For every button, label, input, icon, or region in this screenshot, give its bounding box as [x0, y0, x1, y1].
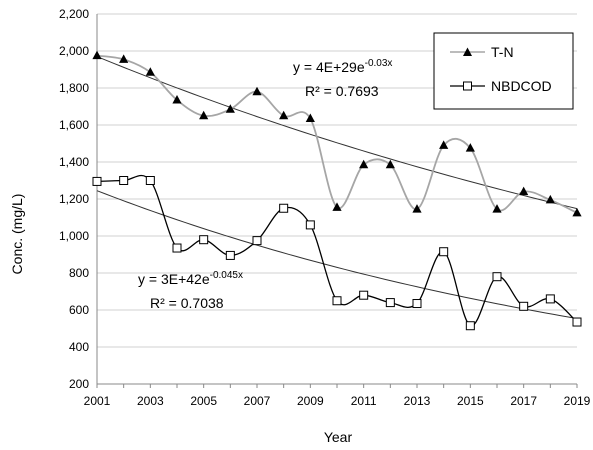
x-tick-label: 2003	[137, 394, 164, 408]
data-point-nbdcod	[199, 235, 209, 245]
x-axis-title: Year	[324, 429, 353, 445]
trendline-tn	[96, 56, 578, 210]
data-point-nbdcod	[252, 236, 262, 246]
data-point-tn	[225, 104, 235, 113]
trendlines	[96, 56, 578, 320]
y-tick-labels: 200 400 600 800 1,000 1,200 1,400 1,600 1,800 2,0…	[59, 7, 89, 391]
tn-trend-equation: y = 4E+29e-0.03x R² = 0.7693	[293, 58, 392, 99]
data-point-tn	[519, 186, 529, 196]
x-tick-label: 2013	[404, 394, 431, 408]
data-point-nbdcod	[279, 203, 289, 213]
data-point-tn	[545, 194, 555, 204]
data-point-nbdcod	[519, 301, 529, 311]
y-tick-label: 2,000	[59, 44, 89, 58]
data-point-tn	[385, 159, 395, 169]
axes	[96, 14, 578, 388]
x-tick-label: 2017	[510, 394, 537, 408]
data-point-nbdcod	[439, 247, 449, 257]
data-point-tn	[412, 204, 422, 213]
x-tick-label: 2011	[351, 394, 377, 408]
y-tick-label: 200	[69, 377, 89, 391]
tn-r-squared: R² = 0.7693	[305, 83, 379, 99]
legend-box	[433, 32, 574, 110]
data-point-nbdcod	[572, 317, 582, 327]
nbdcod-trend-equation: y = 3E+42e-0.045x R² = 0.7038	[138, 270, 243, 311]
data-point-tn	[279, 110, 289, 120]
trendline-nbdcod	[96, 190, 578, 320]
series-tn	[92, 50, 582, 217]
x-tick-label: 2007	[244, 394, 271, 408]
data-point-tn	[119, 54, 129, 63]
data-point-nbdcod	[492, 272, 502, 282]
data-point-nbdcod	[119, 176, 129, 185]
y-tick-label: 1,400	[59, 155, 89, 169]
y-tick-label: 1,600	[59, 118, 89, 132]
data-point-tn	[92, 50, 102, 60]
data-point-nbdcod	[412, 299, 422, 309]
y-tick-label: 800	[69, 266, 89, 280]
x-tick-label: 2005	[190, 394, 217, 408]
data-point-tn	[145, 67, 155, 76]
x-tick-label: 2015	[457, 394, 484, 408]
data-point-nbdcod	[225, 250, 235, 260]
series-group	[92, 50, 582, 331]
data-point-nbdcod	[465, 321, 475, 331]
y-tick-label: 1,000	[59, 229, 89, 243]
data-point-tn	[305, 113, 315, 123]
data-point-nbdcod	[545, 294, 555, 304]
nbdcod-equation: y = 3E+42e-0.045x	[138, 270, 243, 287]
legend-marker-tn	[463, 47, 472, 56]
tn-equation: y = 4E+29e-0.03x	[293, 58, 392, 75]
data-point-nbdcod	[385, 298, 395, 308]
data-point-tn	[492, 204, 502, 213]
legend-marker-nbdcod	[463, 81, 472, 91]
data-point-tn	[332, 202, 342, 211]
legend-label-tn: T-N	[491, 44, 514, 60]
y-tick-label: 2,200	[59, 7, 89, 21]
x-tick-label: 2001	[84, 394, 111, 408]
data-point-tn	[172, 95, 182, 104]
y-axis-title: Conc. (mg/L)	[9, 194, 25, 275]
data-point-nbdcod	[305, 220, 315, 230]
series-nbdcod	[92, 174, 582, 331]
x-tick-labels: 2001 2003 2005 2007 2009 2011 2013 2015 2017 2019	[84, 394, 591, 408]
data-point-nbdcod	[359, 290, 369, 300]
y-tick-label: 1,800	[59, 81, 89, 95]
legend-label-nbdcod: NBDCOD	[491, 78, 552, 94]
data-point-tn	[199, 110, 209, 120]
y-tick-label: 1,200	[59, 192, 89, 206]
data-point-nbdcod	[145, 176, 155, 185]
nbdcod-r-squared: R² = 0.7038	[150, 295, 224, 311]
data-point-tn	[465, 143, 475, 152]
data-point-tn	[252, 86, 262, 96]
data-point-nbdcod	[92, 176, 102, 186]
x-tick-label: 2019	[564, 394, 591, 408]
data-point-tn	[359, 159, 369, 169]
data-point-tn	[572, 207, 582, 217]
y-tick-label: 400	[69, 340, 89, 354]
legend: T-N NBDCOD	[433, 32, 574, 110]
data-point-tn	[439, 140, 449, 149]
data-point-nbdcod	[332, 296, 342, 306]
data-point-nbdcod	[172, 243, 182, 253]
y-tick-label: 600	[69, 303, 89, 317]
x-tick-label: 2009	[297, 394, 324, 408]
